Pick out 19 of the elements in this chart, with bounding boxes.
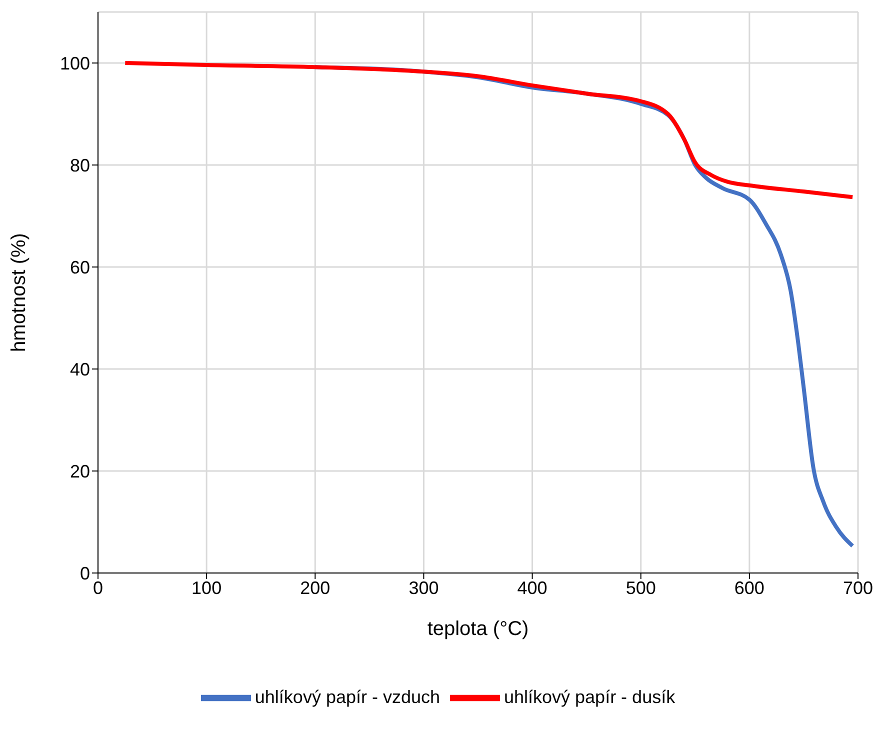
y-tick-label: 60 xyxy=(70,257,90,278)
legend-label: uhlíkový papír - dusík xyxy=(504,686,676,707)
x-axis-title: teplota (°C) xyxy=(427,618,529,640)
y-tick-label: 20 xyxy=(70,461,90,482)
x-tick-label: 0 xyxy=(92,578,104,598)
legend-label: uhlíkový papír - vzduch xyxy=(254,686,440,707)
x-tick-label: 300 xyxy=(408,578,439,598)
y-tick-label: 0 xyxy=(80,563,90,584)
y-tick-label: 80 xyxy=(70,155,90,176)
y-axis-title: hmotnost (%) xyxy=(8,233,30,352)
y-tick-label: 40 xyxy=(70,359,90,380)
x-tick-label: 500 xyxy=(626,578,656,598)
x-tick-label: 700 xyxy=(842,578,874,598)
x-tick-label: 200 xyxy=(300,578,330,598)
line-series xyxy=(123,61,855,200)
x-tick-label: 100 xyxy=(192,578,222,598)
y-tick-label: 100 xyxy=(60,53,90,74)
x-tick-label: 400 xyxy=(517,578,548,598)
x-tick-label: 600 xyxy=(734,578,764,598)
